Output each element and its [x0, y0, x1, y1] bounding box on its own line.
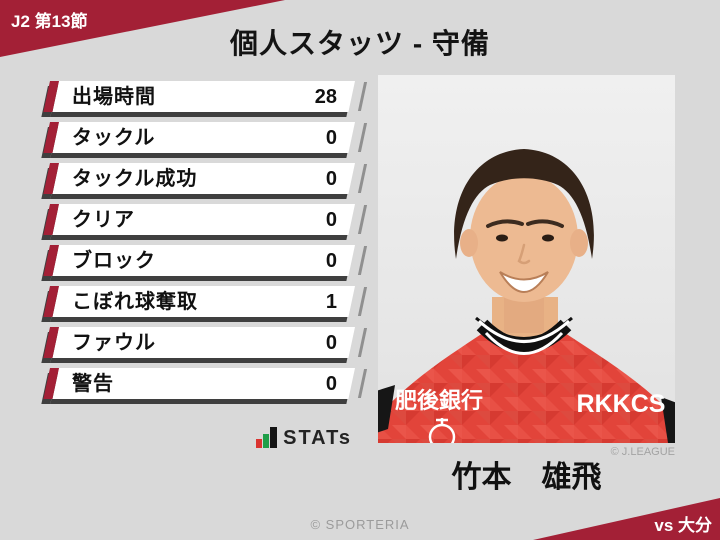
stat-label: 警告 [72, 373, 114, 395]
stat-row: ファウル 0 [43, 327, 368, 358]
stat-value: 0 [325, 168, 337, 190]
sporteria-credit: © SPORTERIA [310, 517, 410, 532]
bar-dark [270, 427, 278, 448]
stat-value: 0 [325, 373, 337, 395]
stat-label: タックル成功 [72, 168, 198, 190]
stats-logo: STATs [50, 426, 352, 448]
opponent-label: vs 大分 [654, 516, 712, 535]
accent-tick [357, 82, 368, 111]
jersey-sponsor-right: RKKCS [577, 390, 666, 418]
stats-logo-text: STATs [283, 427, 352, 449]
stat-row: タックル 0 [43, 122, 368, 153]
stat-row: ブロック 0 [43, 245, 368, 276]
accent-tick [357, 164, 368, 193]
page-title: 個人スタッツ - 守備 [230, 28, 490, 59]
stat-row: タックル成功 0 [43, 163, 368, 194]
accent-tick [357, 287, 368, 316]
bar-red [256, 439, 263, 448]
player-name: 竹本 雄飛 [451, 461, 602, 494]
stat-label: こぼれ球奪取 [72, 291, 198, 313]
stat-value: 0 [325, 127, 337, 149]
stat-value: 1 [325, 291, 337, 313]
stat-value: 0 [325, 332, 337, 354]
photo-credit: © J.LEAGUE [610, 446, 675, 458]
stat-row: 警告 0 [43, 368, 368, 399]
stat-label: ファウル [72, 332, 156, 354]
face [470, 174, 578, 302]
jersey-sponsor-left: 肥後銀行 [395, 388, 483, 413]
jersey [378, 331, 675, 443]
stat-row: クリア 0 [43, 204, 368, 235]
stat-row: 出場時間 28 [43, 81, 368, 112]
stat-value: 0 [325, 250, 337, 272]
accent-tick [357, 328, 368, 357]
matchday-label: J2 第13節 [11, 12, 88, 31]
stats-list: 出場時間 28 タックル 0 タックル成功 0 クリア 0 [43, 81, 368, 409]
accent-tick [357, 246, 368, 275]
stat-row: こぼれ球奪取 1 [43, 286, 368, 317]
stat-label: ブロック [72, 250, 156, 272]
accent-tick [357, 369, 368, 398]
stat-label: クリア [72, 209, 135, 231]
bar-green [263, 434, 270, 448]
stat-value: 28 [314, 86, 337, 108]
accent-tick [357, 205, 368, 234]
player-portrait-illustration: 肥後銀行 RKKCS [378, 75, 675, 443]
stat-label: 出場時間 [72, 86, 156, 108]
bar-chart-icon [256, 427, 278, 448]
accent-tick [357, 123, 368, 152]
stat-value: 0 [325, 209, 337, 231]
stat-label: タックル [72, 127, 156, 149]
hair [454, 149, 594, 259]
player-photo: 肥後銀行 RKKCS [378, 75, 675, 443]
club-crest [428, 418, 456, 443]
